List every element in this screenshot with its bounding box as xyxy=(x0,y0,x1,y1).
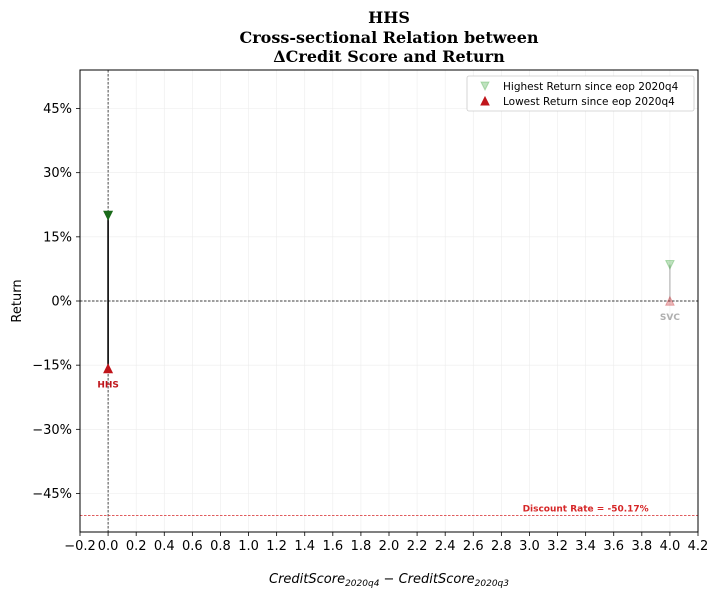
y-tick-label: 0% xyxy=(51,295,72,310)
y-tick-label: −45% xyxy=(32,487,72,502)
highest-return-marker-hhs xyxy=(103,210,114,221)
discount-rate-label: Discount Rate = -50.17% xyxy=(523,505,649,515)
x-tick-label: 0.2 xyxy=(126,539,147,554)
reference-lines: Discount Rate = -50.17% xyxy=(80,70,698,532)
x-tick-label: 1.8 xyxy=(351,539,372,554)
legend-label-lowest: Lowest Return since eop 2020q4 xyxy=(503,96,675,108)
chart-title-line-3: ΔCredit Score and Return xyxy=(273,47,505,66)
x-tick-label: 3.0 xyxy=(519,539,540,554)
x-tick-label: 0.4 xyxy=(154,539,175,554)
x-tick-label: 2.6 xyxy=(463,539,484,554)
y-axis-ticks: −45% −30% −15% 0% 15% 30% 45% xyxy=(32,102,80,502)
x-tick-label: 4.2 xyxy=(688,539,709,554)
chart-title: HHS Cross-sectional Relation between ΔCr… xyxy=(240,8,539,66)
x-tick-label: 2.4 xyxy=(435,539,456,554)
legend-marker-highest xyxy=(480,81,490,92)
point-label-svc: SVC xyxy=(660,313,680,323)
x-tick-label: 2.2 xyxy=(407,539,428,554)
highest-return-marker-svc xyxy=(664,259,675,270)
x-axis-label-term-2: − CreditScore xyxy=(379,572,474,587)
chart-title-line-1: HHS xyxy=(368,8,410,27)
x-axis-ticks: −0.2 0.0 0.2 0.4 0.6 0.8 1.0 1.2 1.4 1.6 1.8 2.0 2.2… xyxy=(64,532,708,554)
x-tick-label: 0.8 xyxy=(210,539,231,554)
x-tick-label: 2.8 xyxy=(491,539,512,554)
x-tick-label: 1.4 xyxy=(294,539,315,554)
legend-label-highest: Highest Return since eop 2020q4 xyxy=(503,81,679,93)
x-tick-label: 0.6 xyxy=(182,539,203,554)
legend-box xyxy=(466,75,695,112)
x-axis-label-sub-1: 2020q4 xyxy=(345,579,380,589)
x-tick-label: 2.0 xyxy=(379,539,400,554)
x-tick-label: −0.2 xyxy=(64,539,96,554)
y-tick-label: −30% xyxy=(32,423,72,438)
point-label-hhs: HHS xyxy=(97,381,119,391)
y-tick-label: 45% xyxy=(43,102,72,117)
x-axis-label-sub-2: 2020q3 xyxy=(475,579,510,589)
y-axis-label: Return xyxy=(10,279,25,322)
y-tick-label: 30% xyxy=(43,166,72,181)
x-axis-label-term-1: CreditScore xyxy=(269,572,345,587)
x-tick-label: 3.6 xyxy=(603,539,624,554)
chart-title-line-2: Cross-sectional Relation between xyxy=(240,28,539,47)
x-tick-label: 4.0 xyxy=(660,539,681,554)
y-tick-label: −15% xyxy=(32,359,72,374)
legend-marker-lowest xyxy=(480,95,490,106)
x-axis-label: CreditScore2020q4 − CreditScore2020q3 xyxy=(269,572,509,589)
y-tick-label: 15% xyxy=(43,230,72,245)
x-tick-label: 1.2 xyxy=(266,539,287,554)
x-tick-label: 1.0 xyxy=(238,539,259,554)
lowest-return-marker-hhs xyxy=(103,363,114,374)
lowest-return-marker-svc xyxy=(664,295,675,306)
x-tick-label: 0.0 xyxy=(98,539,119,554)
data-marks: HHS SVC xyxy=(97,210,680,391)
x-tick-label: 3.2 xyxy=(547,539,568,554)
x-tick-label: 3.4 xyxy=(575,539,596,554)
x-tick-label: 1.6 xyxy=(322,539,343,554)
legend: Highest Return since eop 2020q4 Lowest R… xyxy=(466,75,695,112)
x-tick-label: 3.8 xyxy=(631,539,652,554)
